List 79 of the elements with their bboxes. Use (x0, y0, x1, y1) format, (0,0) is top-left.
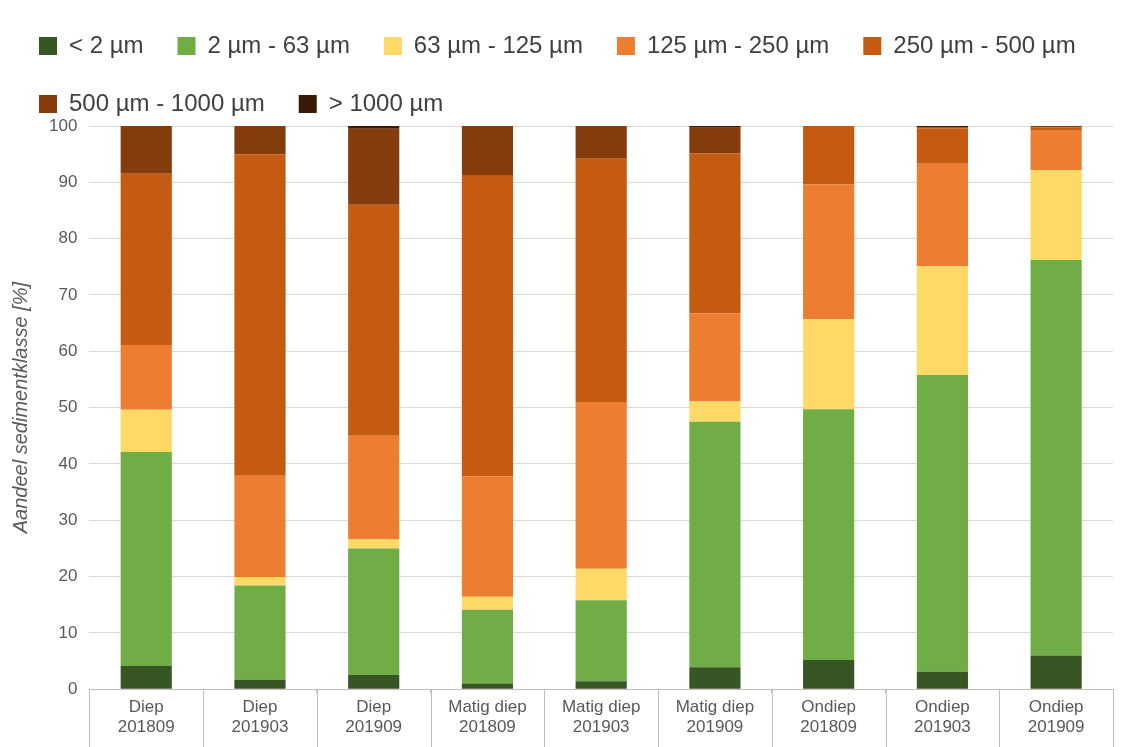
y-tick-label: 0 (67, 678, 78, 698)
bar (348, 675, 400, 689)
bar (689, 127, 741, 154)
bar (234, 585, 286, 680)
bar (461, 596, 514, 610)
x-tick-label: Diep 201903 (231, 697, 289, 737)
x-tick-label: Ondiep 201903 (914, 697, 971, 737)
bar (461, 609, 514, 684)
bar (803, 319, 855, 410)
y-tick-label: 70 (58, 284, 78, 304)
y-tick-label: 40 (58, 453, 78, 473)
bar (689, 401, 741, 422)
x-tick-label: Ondiep 201809 (800, 697, 858, 737)
bar (575, 126, 627, 159)
x-tick-label: Matig diep 201909 (675, 697, 755, 737)
bar (575, 600, 627, 682)
bar (120, 452, 172, 667)
bar (234, 475, 286, 578)
bar (575, 158, 627, 402)
bar (234, 154, 286, 476)
bar (1030, 169, 1082, 261)
legend-label: > 1000 µm (328, 88, 444, 116)
bar (916, 163, 968, 267)
bar (120, 126, 172, 174)
bar (234, 577, 286, 586)
legend-label: < 2 µm (69, 30, 144, 58)
bar (348, 435, 400, 540)
bar (348, 128, 400, 205)
bar (1030, 129, 1082, 170)
legend-label: 500 µm - 1000 µm (69, 88, 265, 116)
bar (348, 126, 400, 129)
bar (461, 175, 514, 477)
bar (575, 681, 627, 689)
bar (803, 409, 855, 660)
bar (803, 659, 855, 689)
bar (348, 548, 400, 676)
y-tick-label: 80 (58, 228, 78, 248)
y-tick-label: 100 (48, 115, 78, 135)
y-axis-title: Aandeel sedimentklasse [%] (8, 281, 31, 535)
bar (461, 476, 514, 597)
bar (1030, 655, 1082, 689)
y-tick-label: 90 (58, 172, 78, 192)
bar (120, 666, 172, 689)
bar (689, 153, 741, 314)
x-tick-label: Matig diep 201903 (561, 697, 641, 737)
bar (234, 126, 286, 155)
legend-label: 2 µm - 63 µm (207, 30, 350, 58)
bar (234, 679, 286, 689)
bar (1030, 260, 1082, 656)
bar (916, 374, 968, 672)
bar (689, 313, 741, 402)
bar (461, 126, 514, 175)
bar (575, 568, 627, 601)
y-tick-label: 10 (58, 622, 78, 642)
y-tick-label: 60 (58, 340, 78, 360)
legend-label: 63 µm - 125 µm (413, 30, 583, 58)
bar (120, 345, 172, 410)
bar (461, 683, 514, 689)
bar (348, 204, 400, 436)
bar (689, 667, 741, 689)
bar (916, 128, 968, 164)
bar (575, 401, 627, 569)
x-tick-label: Diep 201809 (117, 697, 175, 737)
bar (916, 266, 968, 375)
x-tick-label: Matig diep 201809 (448, 697, 527, 737)
bar (803, 126, 855, 185)
bar (803, 184, 855, 320)
bar (120, 409, 172, 453)
y-tick-label: 50 (58, 397, 78, 417)
bar (916, 671, 968, 689)
y-tick-label: 20 (58, 566, 78, 586)
bar (120, 173, 172, 346)
bar (689, 421, 741, 668)
legend-label: 250 µm - 500 µm (893, 30, 1076, 58)
x-tick-label: Ondiep 201909 (1027, 697, 1085, 737)
bar (348, 539, 400, 549)
legend-label: 125 µm - 250 µm (646, 30, 830, 58)
x-tick-label: Diep 201909 (345, 697, 403, 737)
y-tick-label: 30 (58, 509, 78, 529)
